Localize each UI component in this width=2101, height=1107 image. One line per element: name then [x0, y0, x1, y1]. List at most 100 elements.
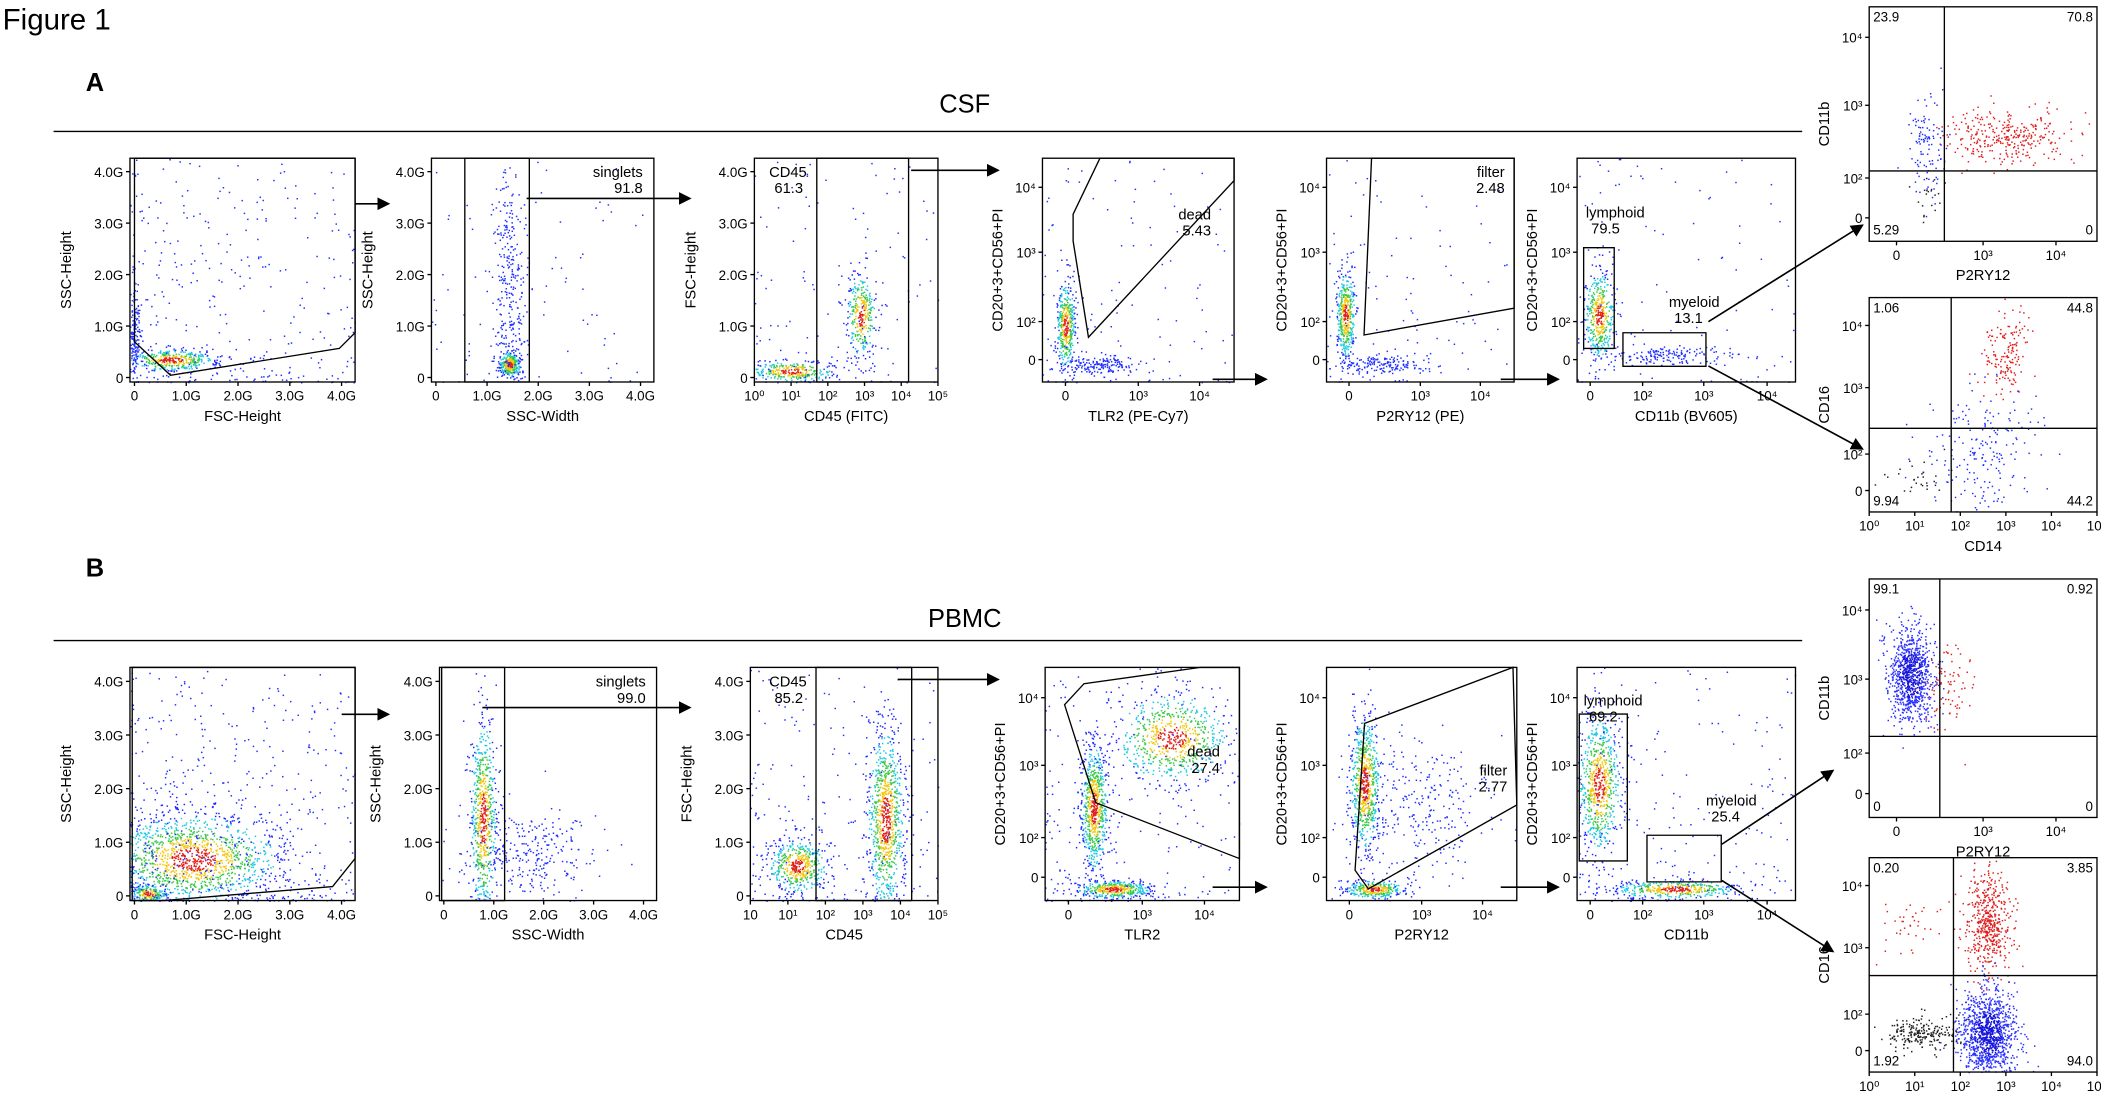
event-dot [172, 354, 175, 356]
event-dot [1955, 133, 1957, 135]
event-dot [1601, 340, 1603, 343]
event-dot [1586, 305, 1588, 307]
event-dot [827, 313, 829, 315]
event-dot [2001, 137, 2003, 140]
event-dot [786, 359, 788, 361]
event-dot [772, 363, 775, 366]
event-dot [871, 298, 873, 300]
event-dot [1597, 305, 1600, 307]
event-dot [1609, 337, 1611, 340]
event-dot [1480, 223, 1482, 225]
event-dot [165, 351, 167, 353]
event-dot [290, 342, 293, 344]
event-dot [1584, 204, 1587, 207]
event-dot [855, 377, 857, 379]
event-dot [2030, 123, 2032, 126]
event-dot [213, 364, 216, 366]
event-dot [2010, 134, 2013, 136]
event-dot [2017, 334, 2020, 337]
event-dot [233, 207, 236, 209]
event-dot [169, 362, 172, 364]
event-dot [831, 365, 834, 367]
event-dot [1920, 120, 1923, 122]
event-dot [1355, 295, 1358, 297]
event-dot [906, 381, 908, 384]
event-dot [1343, 314, 1346, 316]
event-dot [140, 335, 142, 337]
event-dot [343, 328, 346, 330]
event-dot [502, 176, 505, 179]
event-dot [1600, 315, 1603, 318]
event-dot [537, 161, 539, 164]
event-dot [865, 307, 867, 309]
event-dot [788, 366, 790, 368]
event-dot [1069, 303, 1071, 306]
event-dot [1587, 249, 1590, 251]
event-dot [852, 290, 855, 293]
event-dot [198, 355, 200, 357]
event-dot [805, 369, 808, 371]
event-dot [1982, 156, 1984, 158]
event-dot [1329, 335, 1332, 337]
event-dot [1631, 364, 1634, 367]
event-dot [795, 163, 797, 166]
event-dot [1970, 138, 1972, 140]
event-dot [798, 373, 800, 375]
event-dot [803, 271, 805, 273]
event-dot [134, 331, 137, 333]
y-tick-label: 10³ [1843, 99, 1863, 114]
event-dot [1071, 358, 1073, 360]
event-dot [514, 366, 516, 368]
event-dot [1608, 322, 1611, 324]
event-dot [1351, 265, 1353, 268]
event-dot [1649, 361, 1652, 363]
event-dot [1685, 361, 1688, 363]
event-dot [1608, 363, 1610, 366]
event-dot [1926, 189, 1928, 192]
event-dot [1340, 330, 1343, 333]
event-dot [1064, 345, 1066, 348]
event-dot [513, 357, 515, 360]
event-dot [1695, 353, 1698, 355]
event-dot [140, 304, 143, 306]
event-dot [1091, 366, 1094, 368]
event-dot [503, 171, 505, 174]
event-dot [1607, 323, 1610, 326]
event-dot [1928, 144, 1930, 146]
event-dot [771, 364, 773, 366]
event-dot [1065, 319, 1067, 322]
event-dot [1592, 359, 1595, 361]
event-dot [1996, 336, 1998, 339]
event-dot [1064, 363, 1067, 366]
event-dot [1925, 136, 1927, 138]
event-dot [2039, 139, 2042, 141]
event-dot [1058, 336, 1061, 338]
event-dot [1931, 159, 1934, 162]
plot-frame [1576, 157, 1797, 383]
event-dot [219, 190, 221, 193]
event-dot [1073, 309, 1075, 311]
y-tick-label: 10² [1843, 171, 1863, 186]
event-dot [545, 285, 548, 287]
event-dot [506, 204, 509, 207]
event-dot [526, 234, 529, 237]
event-dot [855, 298, 858, 300]
event-dot [506, 371, 508, 373]
event-dot [868, 335, 871, 338]
event-dot [838, 378, 841, 381]
event-dot [506, 226, 508, 229]
event-dot [527, 257, 529, 259]
event-dot [804, 378, 807, 380]
event-dot [2026, 137, 2029, 139]
event-dot [1967, 126, 1969, 128]
event-dot [1607, 343, 1609, 346]
event-dot [136, 339, 139, 341]
quadrant-value: 0 [2086, 223, 2093, 238]
event-dot [1373, 358, 1376, 360]
event-dot [515, 370, 517, 373]
event-dot [513, 352, 515, 354]
event-dot [1713, 360, 1716, 362]
event-dot [1360, 359, 1363, 361]
event-dot [186, 353, 188, 356]
plot-frame [1041, 157, 1235, 383]
